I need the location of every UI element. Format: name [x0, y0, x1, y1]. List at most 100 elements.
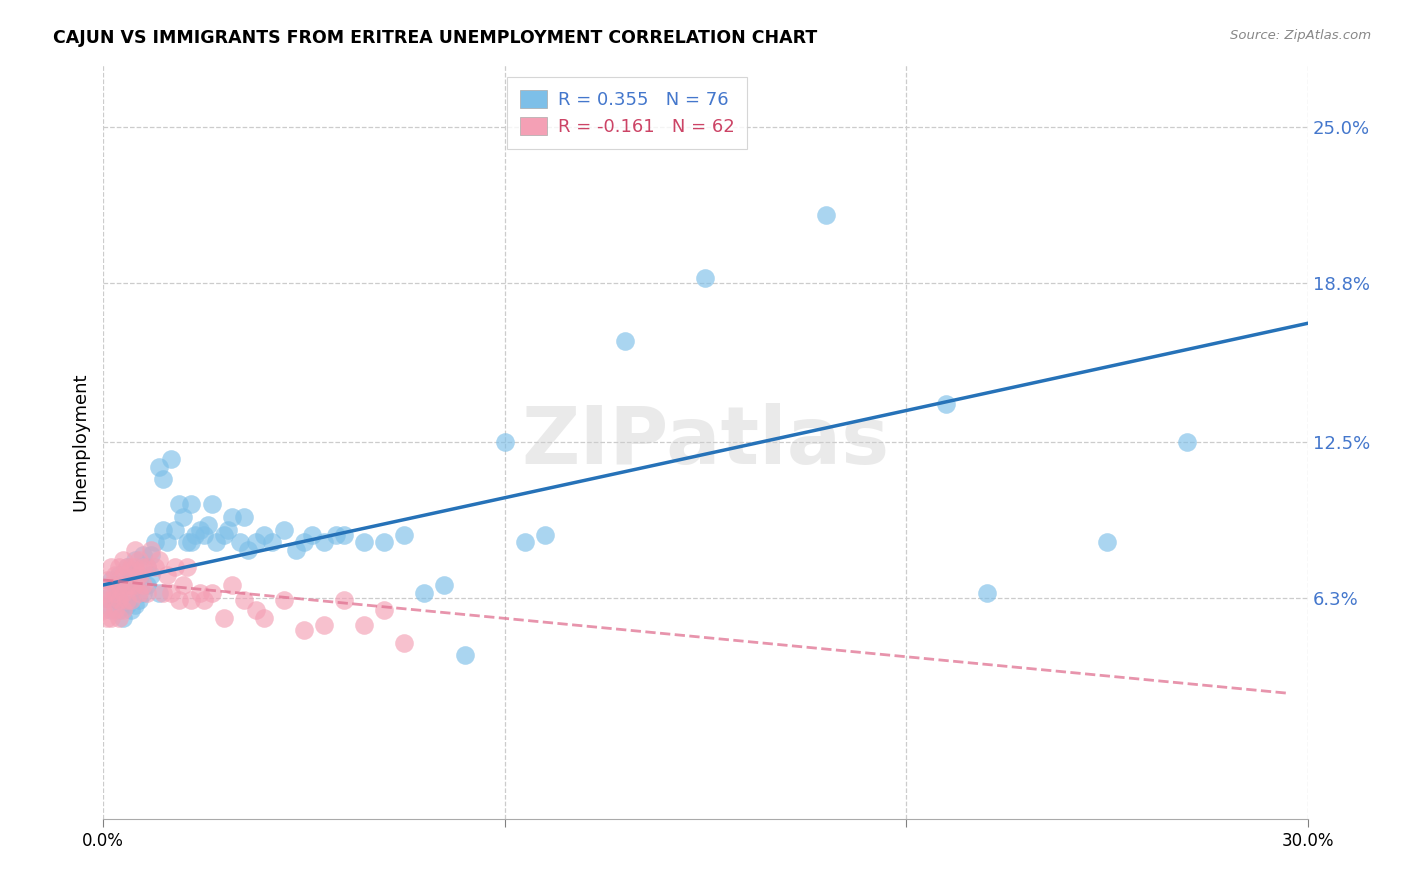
- Point: [273, 593, 295, 607]
- Point: [124, 598, 146, 612]
- Point: [115, 578, 138, 592]
- Point: [112, 578, 135, 592]
- Point: [152, 523, 174, 537]
- Point: [143, 535, 166, 549]
- Point: [108, 593, 131, 607]
- Point: [534, 527, 557, 541]
- Point: [112, 603, 135, 617]
- Point: [236, 542, 259, 557]
- Point: [136, 560, 159, 574]
- Point: [176, 535, 198, 549]
- Point: [156, 535, 179, 549]
- Point: [156, 568, 179, 582]
- Point: [200, 498, 222, 512]
- Point: [120, 593, 142, 607]
- Point: [112, 611, 135, 625]
- Point: [136, 560, 159, 574]
- Text: ZIPatlas: ZIPatlas: [522, 402, 890, 481]
- Point: [120, 603, 142, 617]
- Point: [120, 568, 142, 582]
- Point: [453, 648, 475, 663]
- Point: [91, 593, 114, 607]
- Point: [353, 618, 375, 632]
- Point: [104, 585, 127, 599]
- Point: [394, 527, 416, 541]
- Point: [136, 578, 159, 592]
- Point: [143, 560, 166, 574]
- Point: [614, 334, 637, 348]
- Point: [136, 585, 159, 599]
- Point: [100, 560, 122, 574]
- Point: [100, 611, 122, 625]
- Point: [292, 624, 315, 638]
- Point: [104, 603, 127, 617]
- Point: [104, 568, 127, 582]
- Point: [148, 553, 170, 567]
- Point: [193, 593, 215, 607]
- Point: [124, 560, 146, 574]
- Point: [273, 523, 295, 537]
- Point: [180, 535, 202, 549]
- Point: [284, 542, 307, 557]
- Point: [148, 585, 170, 599]
- Text: Source: ZipAtlas.com: Source: ZipAtlas.com: [1230, 29, 1371, 42]
- Text: CAJUN VS IMMIGRANTS FROM ERITREA UNEMPLOYMENT CORRELATION CHART: CAJUN VS IMMIGRANTS FROM ERITREA UNEMPLO…: [53, 29, 818, 46]
- Point: [152, 472, 174, 486]
- Point: [180, 593, 202, 607]
- Point: [108, 611, 131, 625]
- Point: [100, 593, 122, 607]
- Point: [148, 459, 170, 474]
- Point: [132, 585, 155, 599]
- Point: [260, 535, 283, 549]
- Point: [100, 578, 122, 592]
- Y-axis label: Unemployment: Unemployment: [72, 372, 89, 511]
- Point: [292, 535, 315, 549]
- Point: [212, 527, 235, 541]
- Point: [935, 397, 957, 411]
- Point: [160, 585, 183, 599]
- Point: [132, 578, 155, 592]
- Point: [132, 548, 155, 562]
- Point: [245, 535, 267, 549]
- Point: [228, 535, 250, 549]
- Point: [115, 593, 138, 607]
- Point: [312, 535, 335, 549]
- Point: [814, 208, 837, 222]
- Point: [132, 560, 155, 574]
- Point: [152, 585, 174, 599]
- Point: [188, 523, 211, 537]
- Point: [115, 560, 138, 574]
- Point: [141, 568, 163, 582]
- Point: [253, 611, 276, 625]
- Point: [169, 498, 191, 512]
- Point: [128, 573, 150, 587]
- Point: [100, 573, 122, 587]
- Point: [373, 603, 395, 617]
- Point: [176, 560, 198, 574]
- Point: [333, 527, 356, 541]
- Point: [165, 560, 187, 574]
- Point: [91, 603, 114, 617]
- Point: [165, 523, 187, 537]
- Point: [394, 636, 416, 650]
- Point: [100, 603, 122, 617]
- Point: [188, 585, 211, 599]
- Point: [695, 271, 717, 285]
- Point: [169, 593, 191, 607]
- Point: [112, 568, 135, 582]
- Point: [108, 578, 131, 592]
- Point: [232, 510, 254, 524]
- Point: [124, 578, 146, 592]
- Point: [253, 527, 276, 541]
- Point: [301, 527, 323, 541]
- Point: [128, 553, 150, 567]
- Point: [373, 535, 395, 549]
- Point: [200, 585, 222, 599]
- Point: [197, 517, 219, 532]
- Point: [232, 593, 254, 607]
- Point: [128, 585, 150, 599]
- Point: [96, 611, 118, 625]
- Point: [128, 593, 150, 607]
- Point: [1175, 434, 1198, 449]
- Point: [108, 568, 131, 582]
